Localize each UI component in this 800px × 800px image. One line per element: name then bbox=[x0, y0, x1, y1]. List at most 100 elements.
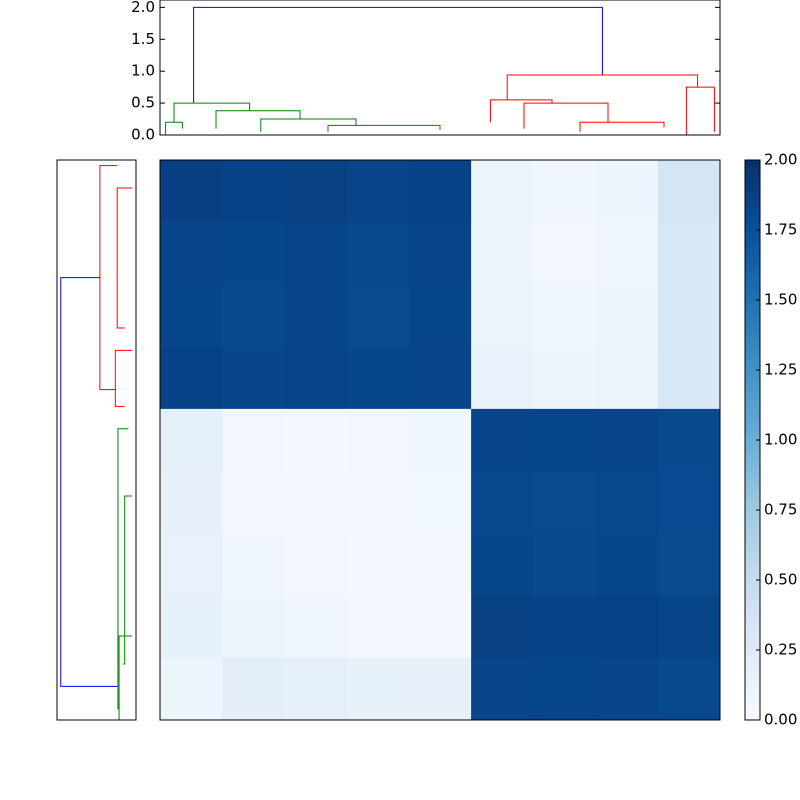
dendrogram-link bbox=[327, 124, 441, 132]
heatmap-cell bbox=[595, 657, 659, 721]
heatmap-cell bbox=[657, 222, 721, 285]
heatmap-cell bbox=[533, 160, 597, 223]
heatmap-cell bbox=[346, 533, 410, 597]
y-tick-label: 0.0 bbox=[131, 126, 155, 144]
y-tick-label: 1.5 bbox=[131, 30, 155, 48]
heatmap-cell bbox=[160, 160, 223, 223]
heatmap-cell bbox=[657, 160, 721, 223]
heatmap-cell bbox=[346, 160, 410, 223]
heatmap-cell bbox=[657, 471, 721, 534]
dendrogram-link bbox=[114, 349, 133, 407]
heatmap-cell bbox=[595, 595, 659, 659]
dendrogram-link bbox=[260, 118, 357, 132]
heatmap-cell bbox=[471, 657, 534, 721]
heatmap-cell bbox=[160, 222, 223, 285]
colorbar-tick-label: 1.25 bbox=[764, 361, 797, 379]
heatmap-cell bbox=[346, 471, 410, 534]
heatmap-cell bbox=[222, 346, 285, 410]
heatmap-cell bbox=[595, 160, 659, 223]
heatmap-cell bbox=[595, 533, 659, 597]
heatmap-cell bbox=[657, 595, 721, 659]
heatmap-cell bbox=[222, 533, 285, 597]
dendrogram-link bbox=[215, 110, 301, 129]
heatmap-cell bbox=[595, 284, 659, 348]
heatmap-cell bbox=[284, 595, 348, 659]
heatmap-cell bbox=[657, 533, 721, 597]
heatmap-cell bbox=[533, 222, 597, 285]
heatmap-cell bbox=[222, 284, 285, 348]
dendrogram-link bbox=[489, 99, 553, 123]
heatmap-cell bbox=[657, 284, 721, 348]
heatmap-cell bbox=[533, 408, 597, 472]
heatmap-cell bbox=[471, 533, 534, 597]
axes-frame bbox=[159, 0, 721, 136]
colorbar-tick-label: 0.00 bbox=[764, 711, 797, 729]
heatmap-cell bbox=[408, 595, 472, 659]
dendrogram-link bbox=[506, 74, 699, 100]
dendrogram-link bbox=[117, 428, 129, 710]
heatmap-cell bbox=[657, 408, 721, 472]
heatmap-cell bbox=[408, 284, 472, 348]
colorbar-tick-label: 1.00 bbox=[764, 431, 797, 449]
heatmap-cell bbox=[657, 657, 721, 721]
heatmap-cell bbox=[160, 533, 223, 597]
heatmap-cell bbox=[471, 346, 534, 410]
heatmap-cell bbox=[222, 408, 285, 472]
dendrogram-link bbox=[99, 165, 118, 391]
heatmap-cell bbox=[533, 595, 597, 659]
colorbar-tick-label: 0.50 bbox=[764, 571, 797, 589]
heatmap-cell bbox=[284, 408, 348, 472]
heatmap-cell bbox=[222, 160, 285, 223]
heatmap-cell bbox=[657, 346, 721, 410]
dendrogram-link bbox=[60, 277, 118, 687]
heatmap-cell bbox=[160, 471, 223, 534]
heatmap-cell bbox=[471, 222, 534, 285]
heatmap-cell bbox=[222, 657, 285, 721]
y-tick-label: 2.0 bbox=[131, 0, 155, 16]
heatmap-cell bbox=[408, 222, 472, 285]
heatmap-cell bbox=[533, 471, 597, 534]
colorbar-tick-label: 0.75 bbox=[764, 501, 797, 519]
dendrogram-link bbox=[579, 121, 665, 132]
heatmap-cell bbox=[533, 533, 597, 597]
colorbar-tick-label: 1.75 bbox=[764, 221, 797, 239]
heatmap-cell bbox=[160, 284, 223, 348]
heatmap-cell bbox=[595, 346, 659, 410]
heatmap-cell bbox=[471, 595, 534, 659]
colorbar-tick-label: 2.00 bbox=[764, 151, 797, 169]
heatmap-cell bbox=[160, 595, 223, 659]
heatmap-cell bbox=[284, 533, 348, 597]
heatmap-cell bbox=[346, 408, 410, 472]
heatmap-cell bbox=[408, 657, 472, 721]
dendrogram-link bbox=[165, 121, 183, 135]
heatmap-cell bbox=[346, 222, 410, 285]
heatmap-cell bbox=[222, 471, 285, 534]
dendrogram-link bbox=[173, 102, 251, 123]
heatmap-cell bbox=[160, 657, 223, 721]
dendrogram-link bbox=[193, 6, 603, 104]
heatmap-cell bbox=[471, 160, 534, 223]
heatmap-cell bbox=[284, 222, 348, 285]
y-tick-label: 0.5 bbox=[131, 94, 155, 112]
dendrogram-link bbox=[118, 635, 133, 721]
heatmap-cell bbox=[346, 595, 410, 659]
heatmap-cell bbox=[471, 408, 534, 472]
axes-frame bbox=[56, 159, 137, 721]
heatmap-cell bbox=[471, 284, 534, 348]
heatmap-cell bbox=[284, 471, 348, 534]
dendrogram-link bbox=[523, 102, 609, 129]
heatmap-cell bbox=[346, 284, 410, 348]
dendrogram-link bbox=[116, 187, 133, 329]
colorbar-tick-label: 1.50 bbox=[764, 291, 797, 309]
heatmap-cell bbox=[284, 284, 348, 348]
heatmap-cell bbox=[533, 657, 597, 721]
dendrogram-link bbox=[122, 495, 133, 665]
heatmap-cell bbox=[160, 408, 223, 472]
heatmap-cell bbox=[346, 346, 410, 410]
axes-frame bbox=[159, 159, 721, 721]
heatmap-cell bbox=[408, 471, 472, 534]
heatmap-cell bbox=[160, 346, 223, 410]
heatmap-cell bbox=[408, 408, 472, 472]
